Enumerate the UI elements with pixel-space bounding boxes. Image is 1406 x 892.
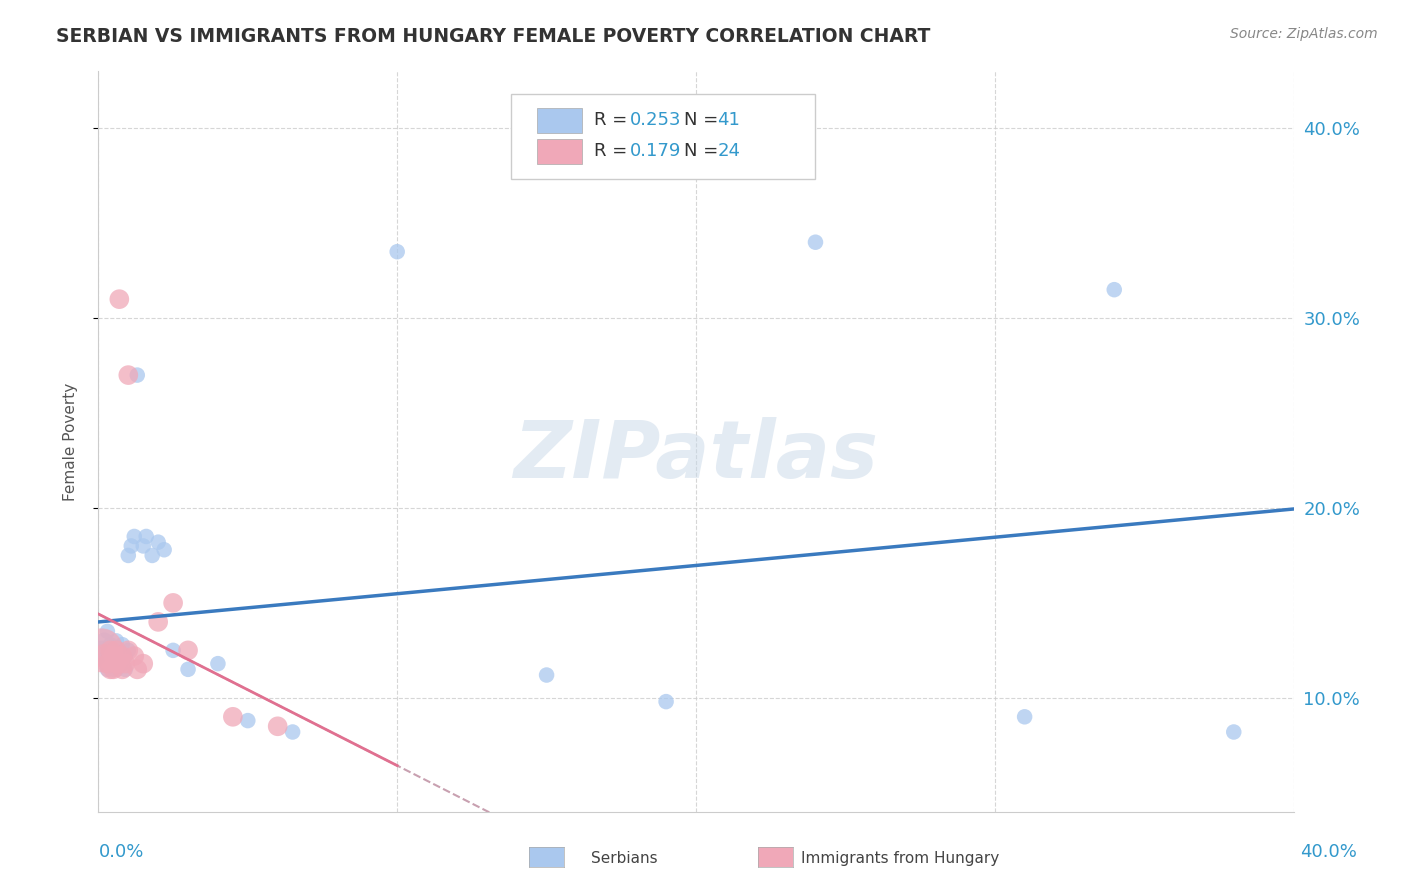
Text: R =: R = [595, 143, 640, 161]
Point [105, 662, 128, 676]
Text: SERBIAN VS IMMIGRANTS FROM HUNGARY FEMALE POVERTY CORRELATION CHART: SERBIAN VS IMMIGRANTS FROM HUNGARY FEMAL… [56, 27, 931, 45]
Text: Source: ZipAtlas.com: Source: ZipAtlas.com [1230, 27, 1378, 41]
Point [103, 648, 125, 663]
Point [108, 657, 131, 671]
Point [267, 719, 290, 733]
Point [108, 292, 131, 306]
Point [117, 643, 139, 657]
Point [222, 710, 245, 724]
Point [120, 539, 142, 553]
Point [1223, 725, 1246, 739]
Text: 41: 41 [717, 112, 741, 129]
Point [105, 653, 128, 667]
Point [117, 549, 139, 563]
Point [103, 648, 125, 663]
Point [177, 643, 200, 657]
Point [90, 643, 112, 657]
Point [114, 662, 136, 676]
Text: 0.253: 0.253 [630, 112, 682, 129]
Point [132, 657, 155, 671]
Bar [537, 109, 582, 133]
Point [93, 653, 115, 667]
Point [153, 542, 176, 557]
Text: Serbians: Serbians [591, 851, 657, 865]
Point [162, 596, 184, 610]
Point [207, 657, 229, 671]
Point [98, 638, 122, 652]
Point [127, 368, 149, 383]
Text: 40.0%: 40.0% [1301, 843, 1357, 861]
Point [141, 549, 163, 563]
Point [148, 615, 170, 629]
Point [114, 648, 136, 663]
Point [536, 668, 558, 682]
Point [103, 643, 125, 657]
Point [96, 624, 118, 639]
Point [148, 535, 170, 549]
Y-axis label: Female Poverty: Female Poverty [63, 383, 77, 500]
Point [98, 643, 122, 657]
Point [804, 235, 827, 250]
Point [117, 643, 139, 657]
Point [90, 643, 112, 657]
Point [105, 633, 128, 648]
Point [103, 662, 125, 676]
Point [124, 648, 146, 663]
Point [111, 662, 134, 676]
Point [162, 643, 184, 657]
Point [105, 657, 128, 671]
Text: N =: N = [685, 112, 724, 129]
Point [108, 653, 131, 667]
Point [96, 662, 118, 676]
Text: 24: 24 [717, 143, 741, 161]
Point [98, 657, 122, 671]
Point [96, 657, 118, 671]
Text: N =: N = [685, 143, 724, 161]
Point [93, 648, 115, 663]
Point [132, 539, 155, 553]
Point [105, 643, 128, 657]
Text: ZIPatlas: ZIPatlas [513, 417, 879, 495]
Point [108, 643, 131, 657]
Point [1014, 710, 1036, 724]
Point [236, 714, 259, 728]
Point [655, 695, 678, 709]
Point [114, 657, 136, 671]
Point [135, 529, 157, 543]
Point [177, 662, 200, 676]
Point [111, 638, 134, 652]
Point [103, 662, 125, 676]
Point [127, 662, 149, 676]
Point [124, 529, 146, 543]
Text: Immigrants from Hungary: Immigrants from Hungary [801, 851, 1000, 865]
Point [117, 368, 139, 383]
Point [281, 725, 304, 739]
Text: 0.179: 0.179 [630, 143, 682, 161]
Point [111, 648, 134, 663]
Bar [537, 139, 582, 164]
Point [98, 662, 122, 676]
Text: R =: R = [595, 112, 633, 129]
Point [385, 244, 409, 259]
Point [1104, 283, 1126, 297]
Point [93, 633, 115, 648]
Text: 0.0%: 0.0% [98, 843, 143, 861]
FancyBboxPatch shape [510, 94, 815, 178]
Point [111, 657, 134, 671]
